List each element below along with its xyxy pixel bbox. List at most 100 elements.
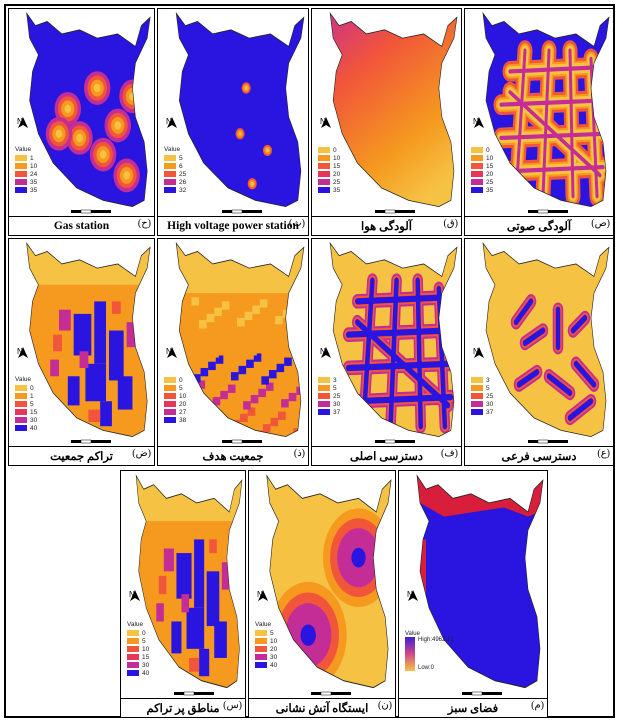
north-arrow-icon: N (407, 590, 418, 601)
legend: 0 10 15 20 25 35 (471, 146, 493, 194)
north-arrow-icon: N (17, 347, 28, 358)
map-panel-p6: N 0 5 10 20 27 38 جمعیت هدف (ذ) (157, 238, 309, 466)
map-p8 (482, 241, 610, 438)
legend-item: 5 (471, 384, 493, 392)
legend: Value 1 10 24 35 35 (15, 146, 37, 194)
legend-item: 5 (15, 400, 37, 408)
legend-item: 15 (15, 408, 37, 416)
caption-label: تراکم جمعیت (50, 451, 113, 463)
legend-item: 5 (164, 384, 186, 392)
north-label: N (320, 347, 326, 356)
panel-caption: مناطق پر تراکم (س) (121, 698, 245, 717)
legend: 3 5 25 30 37 (471, 376, 493, 416)
north-label: N (473, 347, 479, 356)
north-label: N (473, 117, 479, 126)
legend-item: 10 (318, 154, 340, 162)
legend-item: 1 (15, 392, 37, 400)
legend: Value 5 6 25 26 32 (164, 146, 186, 194)
panel-caption: آلودگی هوا (ق) (312, 216, 461, 235)
legend-item: 0 (471, 146, 493, 154)
north-label: N (257, 590, 263, 599)
map-p11 (416, 474, 544, 689)
legend-item: 1 (15, 154, 37, 162)
legend-item: 25 (164, 170, 186, 178)
legend-item: 20 (318, 170, 340, 178)
legend-item: 24 (15, 170, 37, 178)
caption-letter: (ن) (377, 700, 392, 711)
panel-caption: ایستگاه آتش نشانی (ن) (249, 698, 395, 717)
legend-item: 25 (318, 392, 340, 400)
north-label: N (129, 590, 135, 599)
legend: Value 0 5 10 15 30 40 (127, 621, 149, 677)
map-panel-p3: N 0 10 15 20 25 35 آلودگی هوا (ق) (311, 8, 462, 236)
north-arrow-icon: N (473, 347, 484, 358)
legend-item: 3 (318, 376, 340, 384)
caption-label: آلودگی هوا (361, 221, 412, 233)
map-p1 (26, 11, 151, 208)
caption-letter: (ح) (137, 218, 151, 229)
legend-item: 35 (15, 178, 37, 186)
legend-item: 27 (164, 408, 186, 416)
legend: 3 5 25 30 37 (318, 376, 340, 416)
legend-title: Value (164, 146, 181, 153)
map-panel-p5: N Value 0 1 5 15 30 40 تراکم جمعیت (ض) (8, 238, 155, 466)
caption-label: دسترسی اصلی (349, 451, 424, 463)
panel-caption: High voltage power station (ث) (158, 216, 308, 235)
legend-item: 37 (318, 408, 340, 416)
legend-item: 35 (318, 186, 340, 194)
caption-letter: (س) (223, 700, 242, 711)
legend-item: 35 (15, 186, 37, 194)
legend-item: 6 (164, 162, 186, 170)
legend-item: 3 (471, 376, 493, 384)
panel-caption: دسترسی فرعی (ع) (465, 446, 613, 465)
legend-title: Value (255, 621, 272, 628)
caption-label: مناطق پر تراکم (146, 703, 220, 715)
map-p2 (175, 11, 305, 208)
legend-item: 10 (255, 637, 277, 645)
legend-item: 15 (471, 162, 493, 170)
caption-letter: (ف) (440, 448, 458, 459)
legend-item: 0 (15, 384, 37, 392)
map-p3 (329, 11, 458, 208)
legend-item: 35 (471, 186, 493, 194)
panel-caption: جمعیت هدف (ذ) (158, 446, 308, 465)
legend-item: 0 (127, 629, 149, 637)
caption-letter: (ذ) (293, 448, 305, 459)
legend-item: 37 (471, 408, 493, 416)
legend-item: 20 (471, 170, 493, 178)
north-label: N (166, 117, 172, 126)
legend: 0 5 10 20 27 38 (164, 376, 186, 424)
caption-label: دسترسی فرعی (501, 451, 577, 463)
panel-caption: Gas station (ح) (9, 216, 154, 235)
north-arrow-icon: N (166, 117, 177, 128)
caption-letter: (ق) (443, 218, 458, 229)
map-panel-p8: N 3 5 25 30 37 دسترسی فرعی (ع) (464, 238, 614, 466)
map-panel-p9: N Value 0 5 10 15 30 40 مناطق پر تراکم (س) (120, 470, 246, 718)
north-label: N (320, 117, 326, 126)
caption-label: Gas station (53, 220, 110, 232)
legend-item: 15 (318, 162, 340, 170)
map-panel-p11: N Value High:4962.71 Low:0 فضای سبز (م) (398, 470, 548, 718)
legend-item: 30 (471, 400, 493, 408)
caption-label: آلودگی صوتی (506, 221, 572, 233)
map-p9 (135, 474, 243, 689)
legend-item: 25 (318, 178, 340, 186)
caption-label: جمعیت هدف (202, 451, 264, 463)
panel-caption: دسترسی اصلی (ف) (312, 446, 461, 465)
legend-item: 10 (164, 392, 186, 400)
legend-item: 0 (318, 146, 340, 154)
panel-caption: فضای سبز (م) (399, 698, 547, 717)
legend-item: 5 (318, 384, 340, 392)
map-p10 (266, 474, 392, 689)
map-panel-p2: N Value 5 6 25 26 32 High voltage power station… (157, 8, 309, 236)
legend-title: Value (127, 621, 144, 628)
legend-item: 5 (164, 154, 186, 162)
legend-item: 10 (15, 162, 37, 170)
caption-letter: (ث) (288, 218, 305, 229)
legend-item: 5 (255, 629, 277, 637)
map-p6 (175, 241, 305, 438)
north-label: N (407, 590, 413, 599)
caption-label: فضای سبز (447, 703, 499, 715)
legend-title: Value (15, 376, 32, 383)
caption-letter: (ص) (591, 218, 610, 229)
